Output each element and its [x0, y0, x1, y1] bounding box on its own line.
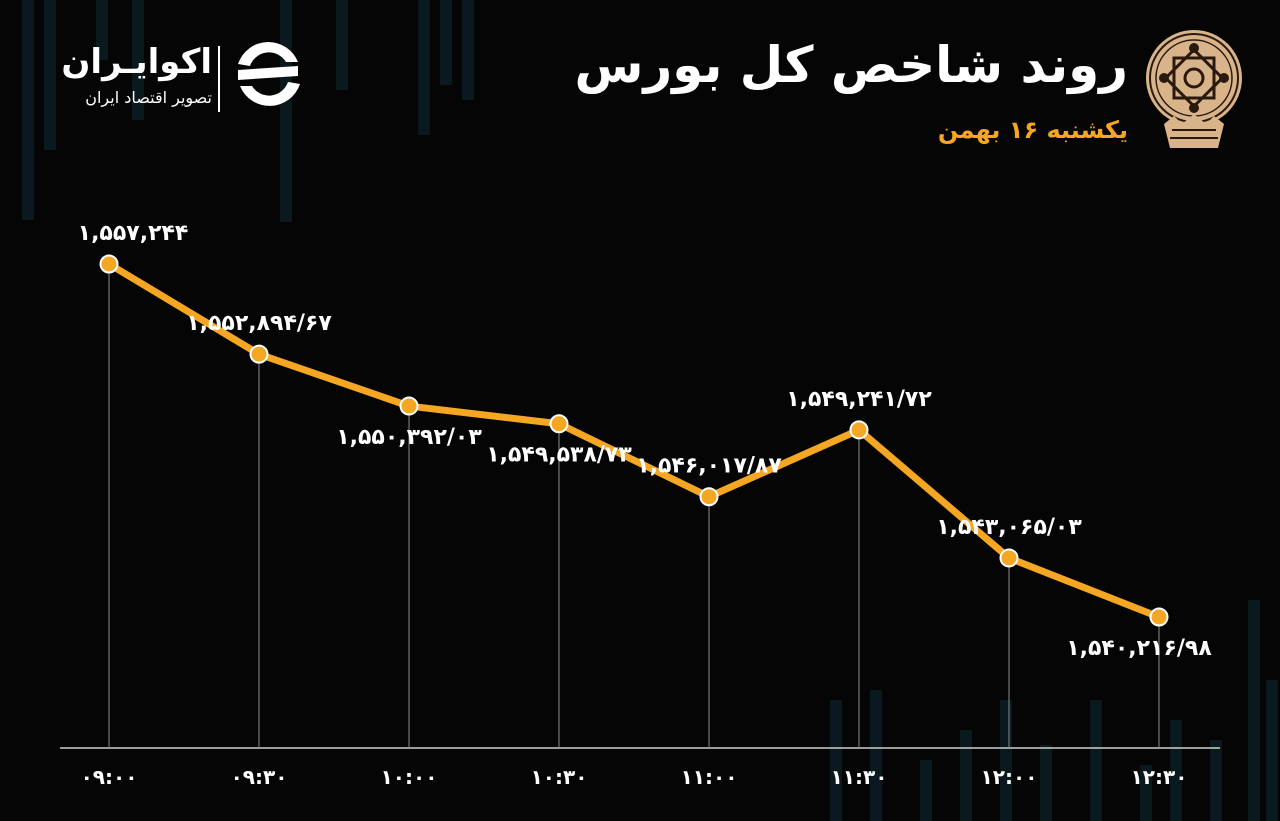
background-candle	[830, 700, 842, 821]
background-candle	[418, 0, 430, 135]
data-label: ۱,۵۵۰,۳۹۲/۰۳	[336, 425, 482, 450]
background-candle	[22, 0, 34, 220]
plot-area: ۱,۵۵۷,۲۴۴ ۱,۵۵۲,۸۹۴/۶۷ ۱,۵۵۰,۳۹۲/۰۳۱,۵۴۹,۵…	[60, 221, 1220, 789]
tehran-stock-exchange-emblem-icon	[1146, 30, 1242, 148]
x-tick-label: ۱۱:۰۰	[681, 765, 738, 789]
data-point	[99, 254, 119, 274]
data-label: ۱,۵۴۹,۵۳۸/۷۳	[486, 443, 632, 468]
data-point	[849, 420, 869, 440]
page-subtitle: یکشنبه ۱۶ بهمن	[937, 116, 1128, 144]
background-candle	[1248, 600, 1260, 821]
brand-logo: اکوایـران تصویر اقتصاد ایران	[40, 38, 320, 118]
background-candle	[1266, 680, 1278, 821]
background-candle	[440, 0, 452, 85]
x-tick-label: ۰۹:۳۰	[231, 765, 288, 789]
data-point	[549, 414, 569, 434]
data-point	[699, 487, 719, 507]
ecoiran-logo-icon	[238, 41, 300, 106]
background-candle	[1040, 745, 1052, 821]
data-label: ۱,۵۴۰,۲۱۶/۹۸	[1066, 636, 1212, 661]
data-point	[999, 548, 1019, 568]
data-label: ۱,۵۴۳,۰۶۵/۰۳	[936, 515, 1082, 540]
background-candle	[1140, 765, 1152, 821]
background-candle	[462, 0, 474, 100]
brand-name: اکوایـران	[61, 42, 212, 82]
x-tick-label: ۱۰:۳۰	[531, 765, 588, 789]
x-tick-label: ۱۲:۰۰	[981, 765, 1038, 789]
x-tick-label: ۱۲:۳۰	[1131, 765, 1188, 789]
background-candle	[960, 730, 972, 821]
page-title: روند شاخص کل بورس	[574, 36, 1128, 94]
series-line	[105, 260, 1163, 621]
background-candle	[1210, 740, 1222, 821]
x-tick-label: ۱۱:۳۰	[831, 765, 888, 789]
background-candle	[1090, 700, 1102, 821]
data-label: ۱,۵۴۶,۰۱۷/۸۷	[636, 454, 782, 479]
data-point	[399, 396, 419, 416]
brand-tagline: تصویر اقتصاد ایران	[85, 88, 212, 107]
x-tick-label: ۱۰:۰۰	[381, 765, 438, 789]
background-candle	[96, 0, 108, 60]
data-point	[249, 344, 269, 364]
data-label: ۱,۵۵۲,۸۹۴/۶۷	[186, 311, 332, 336]
data-label: ۱,۵۵۷,۲۴۴	[78, 221, 189, 246]
background-candle	[920, 760, 932, 821]
background-candle	[336, 0, 348, 90]
background-candle	[132, 0, 144, 120]
data-label: ۱,۵۴۹,۲۴۱/۷۲	[786, 387, 932, 412]
background-candle	[44, 0, 56, 150]
data-point	[1149, 607, 1169, 627]
background-candle	[870, 690, 882, 821]
brand-divider	[218, 46, 220, 112]
x-tick-label: ۰۹:۰۰	[81, 765, 138, 789]
background-candle	[1170, 720, 1182, 821]
